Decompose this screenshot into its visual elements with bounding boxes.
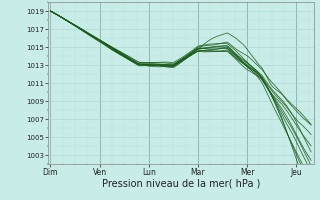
X-axis label: Pression niveau de la mer( hPa ): Pression niveau de la mer( hPa ): [102, 179, 260, 189]
